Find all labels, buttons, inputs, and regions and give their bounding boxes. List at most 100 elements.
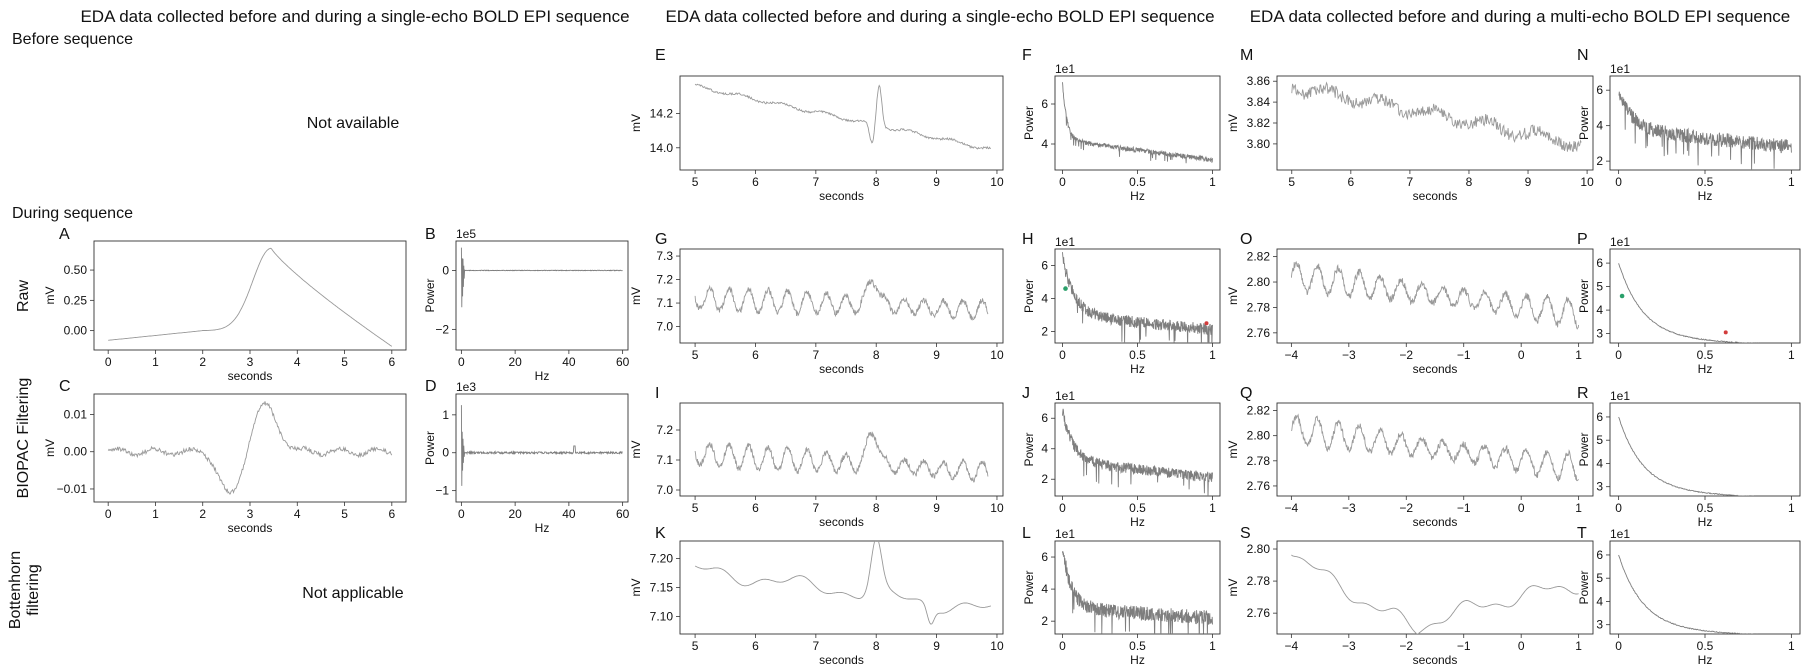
chart-panel-s: S −4 −3 −2 −1 0 1 2.76 2.78 2.80 seconds mV bbox=[1226, 525, 1594, 666]
x-tick-label: 0 bbox=[1518, 501, 1525, 515]
y-tick-label: 5 bbox=[1596, 571, 1603, 585]
x-axis-label: Hz bbox=[1130, 515, 1145, 529]
panel-label: C bbox=[59, 378, 71, 395]
panel-label: D bbox=[425, 378, 437, 395]
chart-panel-a: A 0 1 2 3 4 5 6 0.00 0.25 0.50 seconds mV bbox=[43, 226, 407, 383]
y-axis-label: mV bbox=[629, 287, 643, 305]
y-tick-label: 2.78 bbox=[1247, 454, 1271, 468]
x-tick-label: 8 bbox=[873, 501, 880, 515]
x-tick-label: 5 bbox=[692, 175, 699, 189]
x-tick-label: 10 bbox=[1580, 175, 1594, 189]
x-tick-label: −2 bbox=[1399, 348, 1413, 362]
y-axis-label: mV bbox=[43, 439, 57, 457]
y-tick-label: 7.20 bbox=[650, 551, 674, 565]
chart-panel-m: M 5 6 7 8 9 10 3.80 3.82 3.84 3.86 seconds mV bbox=[1226, 47, 1594, 203]
y-tick-label: 6 bbox=[1596, 410, 1603, 424]
x-tick-label: 0 bbox=[1615, 175, 1622, 189]
axis-scale-label: 1e1 bbox=[1610, 389, 1630, 403]
x-tick-label: −1 bbox=[1457, 639, 1471, 653]
x-tick-label: 8 bbox=[873, 348, 880, 362]
x-tick-label: 6 bbox=[1347, 175, 1354, 189]
x-tick-label: 7 bbox=[812, 348, 819, 362]
x-tick-label: 60 bbox=[616, 355, 630, 369]
x-tick-label: 1 bbox=[1209, 639, 1216, 653]
plot-frame bbox=[93, 240, 407, 351]
x-tick-label: 0 bbox=[105, 355, 112, 369]
y-axis-label: mV bbox=[629, 579, 643, 597]
x-tick-label: −4 bbox=[1285, 501, 1299, 515]
series-line bbox=[1618, 416, 1763, 496]
y-tick-label: 2.78 bbox=[1247, 300, 1271, 314]
x-tick-label: −1 bbox=[1457, 348, 1471, 362]
panel-label: S bbox=[1240, 525, 1251, 542]
header-col-3: EDA data collected before and during a m… bbox=[1250, 7, 1791, 26]
panel-label: Q bbox=[1240, 385, 1252, 402]
y-tick-label: 2 bbox=[1041, 614, 1048, 628]
x-tick-label: 0 bbox=[1518, 639, 1525, 653]
panel-label: N bbox=[1577, 47, 1589, 64]
y-tick-label: 0 bbox=[442, 446, 449, 460]
plot-frame bbox=[1609, 402, 1801, 497]
chart-panel-f: F 0 0.5 1 4 6 Hz Power 1e1 bbox=[1022, 47, 1221, 203]
x-tick-label: 60 bbox=[616, 507, 630, 521]
section-during-label: During sequence bbox=[12, 205, 133, 222]
y-tick-label: 4 bbox=[1596, 456, 1603, 470]
y-tick-label: 0 bbox=[442, 263, 449, 277]
y-tick-label: 4 bbox=[1596, 303, 1603, 317]
series-line bbox=[1290, 261, 1580, 330]
x-tick-label: 20 bbox=[508, 507, 522, 521]
y-tick-label: 0.25 bbox=[64, 293, 88, 307]
series-line bbox=[1062, 252, 1213, 343]
y-tick-label: 6 bbox=[1041, 258, 1048, 272]
series-line bbox=[1618, 263, 1766, 343]
x-tick-label: 5 bbox=[692, 501, 699, 515]
panel-label: F bbox=[1022, 47, 1032, 64]
y-tick-label: 0.01 bbox=[64, 407, 88, 421]
x-tick-label: 8 bbox=[873, 175, 880, 189]
y-axis-label: Power bbox=[423, 278, 437, 312]
x-axis-label: Hz bbox=[1130, 362, 1145, 376]
y-tick-label: 5 bbox=[1596, 280, 1603, 294]
x-axis-label: Hz bbox=[535, 521, 550, 535]
panel-label: B bbox=[425, 226, 436, 243]
y-tick-label: 4 bbox=[1596, 594, 1603, 608]
x-tick-label: 1 bbox=[1788, 639, 1795, 653]
panel-label: L bbox=[1022, 525, 1031, 542]
y-tick-label: 2 bbox=[1041, 324, 1048, 338]
y-tick-label: 2.76 bbox=[1247, 606, 1271, 620]
x-axis-label: Hz bbox=[1698, 653, 1713, 666]
x-tick-label: 5 bbox=[692, 639, 699, 653]
x-tick-label: 6 bbox=[752, 348, 759, 362]
series-line bbox=[694, 279, 989, 321]
chart-panel-b: B 0 20 40 60 0 −2 Hz Power 1e5 bbox=[423, 226, 630, 383]
plot-frame bbox=[679, 75, 1004, 171]
x-tick-label: 0 bbox=[1059, 501, 1066, 515]
x-tick-label: 0 bbox=[458, 355, 465, 369]
y-axis-label: Power bbox=[1022, 432, 1036, 466]
y-axis-label: Power bbox=[1577, 432, 1591, 466]
x-tick-label: 0.5 bbox=[1697, 501, 1714, 515]
y-tick-label: 7.0 bbox=[656, 320, 673, 334]
plot-frame bbox=[1276, 540, 1594, 635]
x-axis-label: Hz bbox=[1698, 362, 1713, 376]
x-tick-label: 1 bbox=[1209, 175, 1216, 189]
y-tick-label: 7.1 bbox=[656, 296, 673, 310]
x-tick-label: −2 bbox=[1399, 501, 1413, 515]
x-tick-label: 0.5 bbox=[1129, 501, 1146, 515]
panel-label: T bbox=[1577, 525, 1587, 542]
y-tick-label: 3.82 bbox=[1247, 116, 1271, 130]
x-tick-label: 8 bbox=[873, 639, 880, 653]
x-tick-label: 6 bbox=[752, 175, 759, 189]
y-tick-label: 14.0 bbox=[650, 141, 674, 155]
y-tick-label: 7.2 bbox=[656, 423, 673, 437]
x-tick-label: 0.5 bbox=[1697, 175, 1714, 189]
y-tick-label: 6 bbox=[1041, 97, 1048, 111]
x-tick-label: 7 bbox=[812, 175, 819, 189]
y-tick-label: 3 bbox=[1596, 480, 1603, 494]
y-axis-label: mV bbox=[43, 287, 57, 305]
x-tick-label: −3 bbox=[1342, 348, 1356, 362]
y-tick-label: 7.2 bbox=[656, 273, 673, 287]
x-axis-label: seconds bbox=[1413, 189, 1458, 203]
